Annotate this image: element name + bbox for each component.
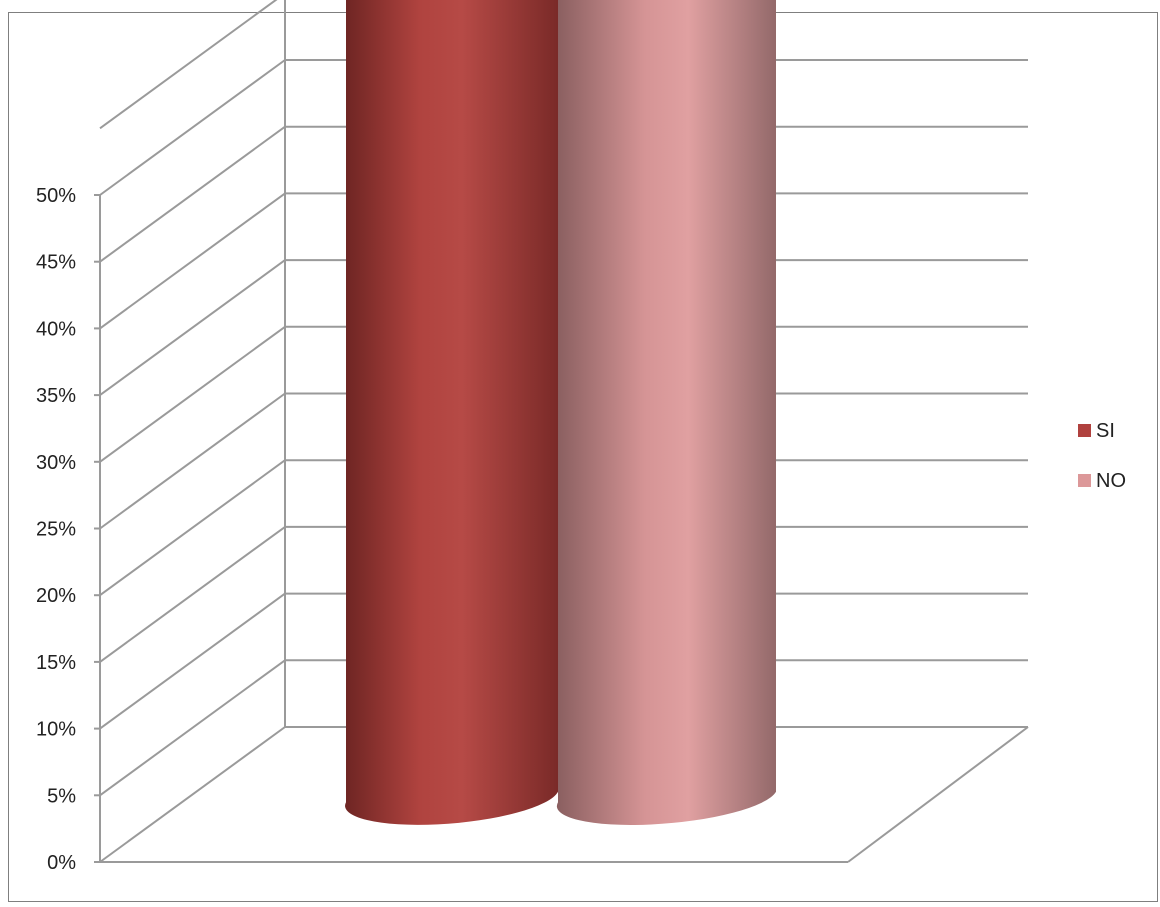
y-tick-label: 45% [36, 252, 76, 274]
bar-si: 50% [345, 0, 558, 825]
legend-swatch [1078, 474, 1091, 487]
legend-label: SI [1096, 420, 1115, 442]
cylinder-body [556, 0, 776, 825]
bars: 50%50% [345, 0, 776, 825]
y-tick-label: 25% [36, 519, 76, 541]
y-tick-label: 10% [36, 719, 76, 741]
y-tick-label: 15% [36, 652, 76, 674]
side-wall-gridline [99, 259, 286, 396]
y-tick-label: 20% [36, 585, 76, 607]
y-tick-label: 35% [36, 385, 76, 407]
side-wall-gridline [99, 659, 286, 797]
y-tick-label: 0% [47, 852, 76, 874]
y-tick-label: 30% [36, 452, 76, 474]
y-tick-label: 5% [47, 785, 76, 807]
side-wall-gridline [99, 526, 286, 663]
cylinder-body [345, 0, 558, 825]
side-wall-gridline [99, 392, 286, 530]
side-wall-gridline [99, 0, 278, 130]
side-wall-gridline [99, 59, 286, 196]
side-wall-gridline [99, 459, 286, 597]
bar-no: 50% [556, 0, 776, 825]
floor-right-edge [847, 726, 1029, 863]
side-wall-gridline [99, 592, 286, 730]
legend-label: NO [1096, 470, 1126, 492]
side-wall-gridline [99, 125, 286, 263]
y-tick-label: 40% [36, 318, 76, 340]
side-wall-gridline [99, 325, 286, 463]
y-axis-ticks: 0% 5% 10% 15% 20% 25% 30% 35% 40% 45% 50% [36, 185, 76, 874]
side-wall-gridline [99, 192, 286, 330]
y-tick-label: 50% [36, 185, 76, 207]
side-wall-gridline [99, 726, 286, 863]
legend-swatch [1078, 424, 1091, 437]
legend: SI NO [1078, 420, 1126, 492]
